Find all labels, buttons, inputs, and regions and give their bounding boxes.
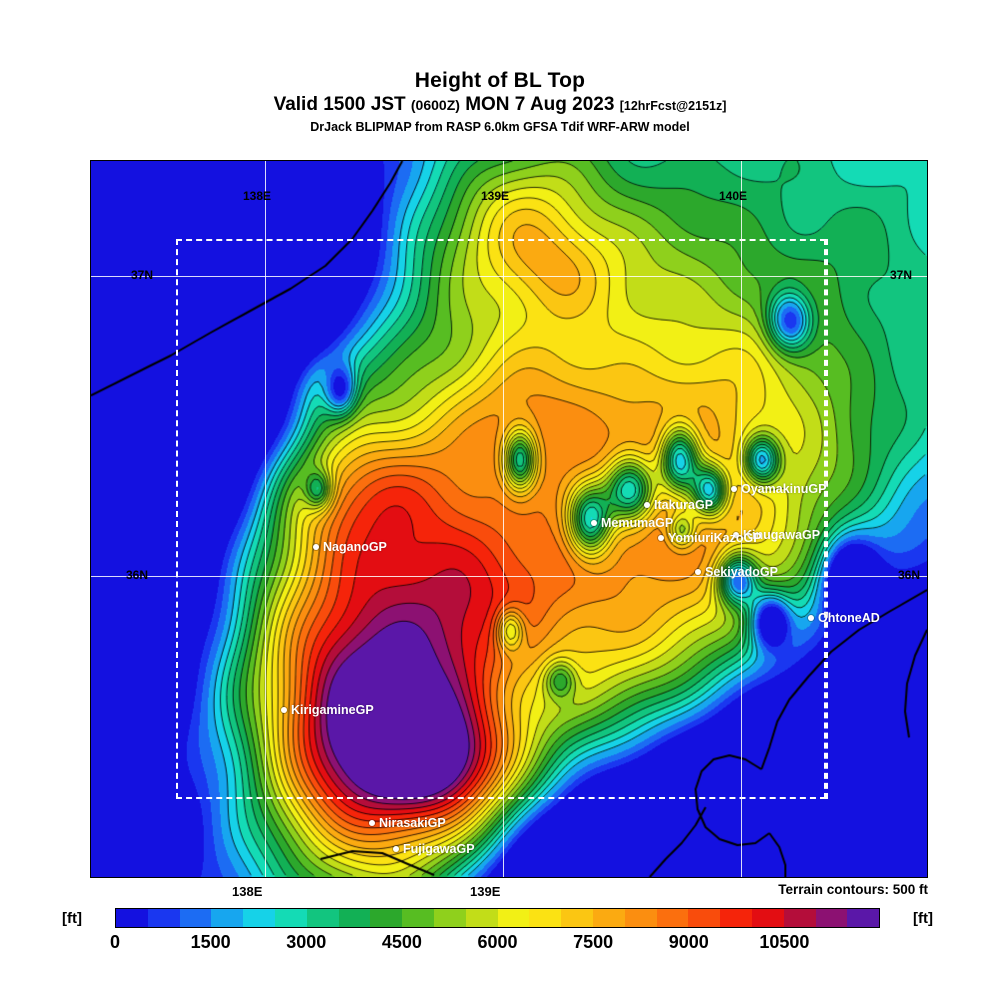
colorbar-band-18 <box>688 909 721 927</box>
colorbar-tick-9000: 9000 <box>668 932 709 952</box>
colorbar-unit-right: [ft] <box>913 910 933 927</box>
colorbar-unit-left: [ft] <box>62 910 82 927</box>
station-sekiyadogp[interactable]: SekiyadoGP <box>695 565 778 579</box>
station-marker-icon <box>591 520 597 526</box>
colorbar-band-22 <box>815 909 848 927</box>
lon-label-139e-top: 139E <box>481 189 510 203</box>
station-label: FujigawaGP <box>403 842 475 856</box>
station-oyamakinugp[interactable]: OyamakinuGP <box>731 482 826 496</box>
colorbar[interactable] <box>115 908 880 928</box>
forecast-tag: [12hrFcst@2151z] <box>619 99 727 113</box>
station-kinugawagp[interactable]: KinugawaGP <box>733 528 820 542</box>
colorbar-band-21 <box>783 909 816 927</box>
colorbar-band-9 <box>402 909 434 927</box>
colorbar-band-17 <box>656 909 689 927</box>
station-label: ItakuraGP <box>654 498 714 512</box>
colorbar-tick-7500: 7500 <box>573 932 614 952</box>
colorbar-band-14 <box>561 909 593 927</box>
station-naganogp[interactable]: NaganoGP <box>313 540 387 554</box>
colorbar-band-12 <box>497 909 530 927</box>
gridline-lat-36n <box>91 576 927 577</box>
weather-map[interactable]: 138E 139E 140E NaganoGP KinugawaGP Oyama… <box>90 160 928 878</box>
station-marker-icon <box>644 502 650 508</box>
subdomain-dashed-box <box>176 239 826 799</box>
station-ohtonead[interactable]: OhtoneAD <box>808 611 880 625</box>
station-kirigaminegp[interactable]: KirigamineGP <box>281 703 374 717</box>
colorbar-band-20 <box>751 909 784 927</box>
station-marker-icon <box>281 707 287 713</box>
colorbar-band-13 <box>529 909 562 927</box>
station-marker-icon <box>695 569 701 575</box>
title-block: Height of BL Top Valid 1500 JST (0600Z) … <box>0 68 1000 136</box>
lon-label-140e-top: 140E <box>719 189 748 203</box>
station-fujigawagp[interactable]: FujigawaGP <box>393 842 475 856</box>
colorbar-band-1 <box>147 909 180 927</box>
subdomain-dashed-divider <box>826 239 828 799</box>
colorbar-band-7 <box>338 909 371 927</box>
station-yomiurikazogp[interactable]: YomiuriKazoGP <box>658 531 762 545</box>
bl-top-heatmap-canvas <box>91 161 927 877</box>
gridline-lon-140e <box>741 161 742 877</box>
station-marker-icon <box>658 535 664 541</box>
colorbar-tick-0: 0 <box>109 932 121 952</box>
colorbar-tick-10500: 10500 <box>759 932 810 952</box>
valid-time-line: Valid 1500 JST (0600Z) MON 7 Aug 2023 [1… <box>0 93 1000 118</box>
lon-label-139e-bottom: 139E <box>470 884 501 899</box>
colorbar-tick-1500: 1500 <box>190 932 231 952</box>
valid-utc: (0600Z) <box>410 97 460 113</box>
page-title: Height of BL Top <box>414 69 586 92</box>
gridline-lat-37n <box>91 276 927 277</box>
station-itakuragp[interactable]: ItakuraGP <box>644 498 713 512</box>
lat-label-36n-right: 36N <box>898 568 921 582</box>
colorbar-band-11 <box>465 909 498 927</box>
lat-label-37n-left: 37N <box>131 268 154 282</box>
station-label: NaganoGP <box>323 540 387 554</box>
colorbar-band-3 <box>211 909 244 927</box>
lat-label-36n-left: 36N <box>126 568 149 582</box>
station-label: OhtoneAD <box>818 611 880 625</box>
model-description: DrJack BLIPMAP from RASP 6.0km GFSA Tdif… <box>310 120 690 134</box>
lat-label-37n-right: 37N <box>890 268 913 282</box>
station-marker-icon <box>731 486 737 492</box>
colorbar-band-6 <box>306 909 339 927</box>
station-label: KinugawaGP <box>743 528 821 542</box>
colorbar-band-16 <box>624 909 657 927</box>
colorbar-band-5 <box>274 909 307 927</box>
colorbar-band-23 <box>847 909 880 927</box>
colorbar-tick-3000: 3000 <box>286 932 327 952</box>
colorbar-band-19 <box>720 909 752 927</box>
station-label: MemumaGP <box>601 516 674 530</box>
valid-date: MON 7 Aug 2023 <box>465 94 615 115</box>
gridline-lon-139e <box>503 161 504 877</box>
colorbar-band-0 <box>116 909 148 927</box>
station-label: KirigamineGP <box>291 703 374 717</box>
colorbar-band-2 <box>179 909 212 927</box>
station-marker-icon <box>393 846 399 852</box>
station-marker-icon <box>369 820 375 826</box>
colorbar-band-10 <box>433 909 466 927</box>
valid-prefix: Valid 1500 JST <box>273 94 406 115</box>
lon-label-138e-top: 138E <box>243 189 272 203</box>
station-marker-icon <box>313 544 319 550</box>
station-marker-icon <box>808 615 814 621</box>
colorbar-tick-6000: 6000 <box>477 932 518 952</box>
colorbar-band-15 <box>592 909 625 927</box>
terrain-contour-note: Terrain contours: 500 ft <box>778 882 928 897</box>
station-marker-icon <box>733 532 739 538</box>
station-label: YomiuriKazoGP <box>668 531 762 545</box>
gridline-lon-138e <box>265 161 266 877</box>
colorbar-band-8 <box>370 909 403 927</box>
station-label: NirasakiGP <box>379 816 446 830</box>
lon-label-138e-bottom: 138E <box>232 884 263 899</box>
station-label: OyamakinuGP <box>741 482 827 496</box>
station-label: SekiyadoGP <box>705 565 778 579</box>
colorbar-band-4 <box>243 909 275 927</box>
station-nirasakigp[interactable]: NirasakiGP <box>369 816 446 830</box>
colorbar-tick-4500: 4500 <box>381 932 422 952</box>
station-memumagp[interactable]: MemumaGP <box>591 516 673 530</box>
